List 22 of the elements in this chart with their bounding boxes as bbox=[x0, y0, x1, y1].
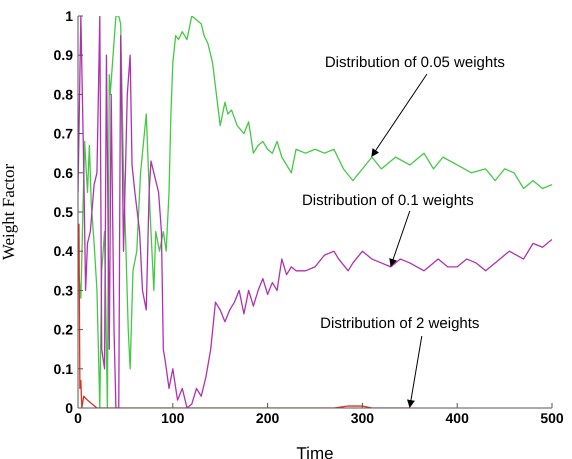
y-tick-label: 0.4 bbox=[54, 243, 74, 260]
annotation: Distribution of 2 weights bbox=[320, 315, 480, 332]
y-tick-label: 0.9 bbox=[54, 47, 74, 64]
x-tick-label: 200 bbox=[256, 410, 280, 426]
x-tick-label: 100 bbox=[161, 410, 185, 426]
annotation: Distribution of 0.05 weights bbox=[324, 54, 505, 72]
line-series bbox=[78, 16, 552, 408]
y-axis-title: Weight Factor bbox=[0, 163, 18, 260]
x-tick-label: 500 bbox=[540, 410, 564, 426]
x-tick-label: 300 bbox=[350, 410, 374, 426]
y-tick-label: 0.1 bbox=[54, 360, 74, 377]
y-tick-label: 0.6 bbox=[54, 164, 74, 181]
y-tick-label: 0.7 bbox=[54, 126, 74, 142]
y-tick-label: 1 bbox=[65, 8, 74, 24]
x-tick-label: 400 bbox=[446, 410, 470, 426]
y-tick-label: 0.3 bbox=[54, 282, 74, 298]
y-tick-label: 0 bbox=[65, 400, 74, 416]
x-axis-title: Time bbox=[296, 444, 334, 459]
annotation: Distribution of 0.1 weights bbox=[302, 192, 474, 209]
y-tick-label: 0.5 bbox=[54, 204, 74, 220]
y-tick-label: 0.8 bbox=[54, 86, 74, 102]
y-tick-label: 0.2 bbox=[54, 322, 74, 338]
